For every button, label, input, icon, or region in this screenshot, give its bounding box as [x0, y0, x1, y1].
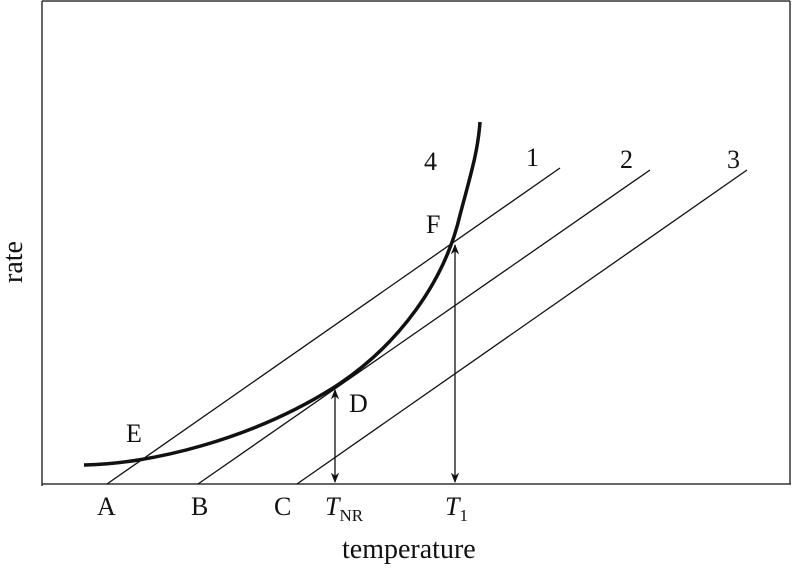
heat-removal-line-1	[106, 167, 561, 485]
plot-frame	[41, 0, 791, 486]
point-label-e: E	[126, 419, 142, 448]
heat-removal-line-2	[197, 169, 651, 485]
x-axis-label: temperature	[342, 534, 476, 565]
y-axis-label: rate	[0, 241, 29, 283]
t1-symbol: T	[445, 492, 461, 521]
heat-removal-line-3	[296, 169, 748, 485]
t-nr-label: TNR	[325, 492, 364, 525]
point-label-d: D	[349, 389, 368, 418]
point-label-b: B	[191, 492, 208, 521]
line-label-1: 1	[526, 143, 539, 172]
point-label-a: A	[97, 492, 116, 521]
t1-label: T1	[445, 492, 468, 525]
line-label-2: 2	[620, 145, 633, 174]
t-nr-subscript: NR	[339, 506, 363, 525]
curve-label-4: 4	[424, 147, 437, 176]
point-label-f: F	[426, 210, 440, 239]
heat-generation-curve-4	[83, 121, 482, 467]
line-label-3: 3	[727, 145, 740, 174]
point-label-c: C	[274, 492, 291, 521]
t1-subscript: 1	[459, 506, 468, 525]
t-nr-symbol: T	[325, 492, 341, 521]
